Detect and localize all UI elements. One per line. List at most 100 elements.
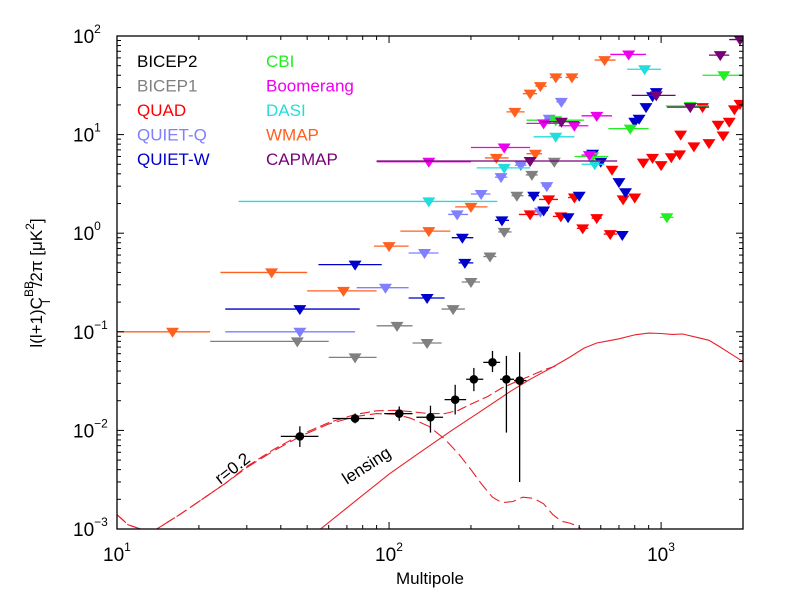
- upper-limit-marker: [639, 103, 653, 114]
- upper-limit-marker: [293, 327, 307, 338]
- upper-limit-marker: [494, 173, 508, 184]
- upper-limits: [117, 36, 743, 364]
- bicep2-point: [450, 395, 460, 404]
- plot-frame: [116, 35, 744, 530]
- series-dasi: [238, 65, 662, 208]
- upper-limit-marker: [576, 224, 590, 235]
- upper-limit-marker: [622, 50, 636, 61]
- series-bicep1: [210, 157, 561, 364]
- upper-limit-marker: [537, 206, 551, 217]
- upper-limit-marker: [495, 216, 509, 227]
- upper-limit-marker: [523, 89, 537, 100]
- upper-limit-marker: [542, 195, 556, 206]
- upper-limit-marker: [293, 305, 307, 316]
- upper-limit-marker: [540, 182, 554, 193]
- x-tick-exp: 2: [396, 540, 403, 554]
- y-tick-base: 10: [73, 421, 94, 442]
- curve-r-0-2-tensor-lensing: [117, 364, 559, 529]
- bicep2-point: [394, 409, 404, 418]
- upper-limit-marker: [514, 161, 528, 172]
- legend-entry-quad: QUAD: [137, 101, 186, 120]
- upper-limit-marker: [348, 260, 362, 271]
- upper-limit-marker: [474, 189, 488, 200]
- upper-limit-marker: [603, 230, 617, 241]
- upper-limit-marker: [422, 227, 436, 238]
- upper-limit-marker: [628, 117, 642, 128]
- upper-limit-marker: [483, 252, 497, 263]
- series-quiet-w: [225, 88, 663, 316]
- upper-limit-marker: [733, 36, 743, 46]
- upper-limit-marker: [523, 156, 537, 167]
- series-capmap: [376, 36, 743, 167]
- upper-limit-marker: [615, 230, 629, 241]
- upper-limit-marker: [547, 157, 561, 168]
- upper-limit-marker: [646, 153, 660, 164]
- y-tick-label: 101: [73, 121, 101, 147]
- y-tick-exp: −2: [94, 416, 108, 430]
- upper-limit-marker: [623, 124, 637, 135]
- upper-limit-marker: [489, 153, 503, 164]
- y-label-sup-2: 2: [23, 223, 37, 230]
- legend-entry-capmap: CAPMAP: [266, 150, 338, 169]
- bicep2-point: [515, 376, 524, 385]
- upper-limit-marker: [616, 195, 630, 206]
- upper-limit-marker: [527, 191, 541, 202]
- upper-limit-marker: [572, 191, 586, 202]
- upper-limit-marker: [265, 268, 279, 279]
- bicep2-point: [295, 432, 305, 441]
- bicep2-point: [426, 412, 435, 422]
- upper-limit-marker: [464, 277, 478, 288]
- y-label-part-2: /2π [μK: [27, 229, 46, 286]
- upper-limit-marker: [722, 117, 736, 128]
- x-tick-base: 10: [103, 545, 124, 566]
- upper-limit-marker: [649, 91, 663, 102]
- upper-limit-marker: [711, 120, 725, 131]
- upper-limit-marker: [458, 258, 472, 269]
- upper-limit-marker: [588, 160, 602, 171]
- upper-limit-marker: [590, 214, 604, 225]
- bicep2-point: [469, 374, 479, 384]
- x-tick-labels: 101 102 103: [103, 540, 675, 566]
- upper-limit-marker: [554, 117, 568, 128]
- upper-limit-marker: [717, 71, 731, 82]
- upper-limit-marker: [497, 143, 511, 154]
- upper-limit-marker: [446, 305, 460, 316]
- upper-limit-marker: [638, 65, 652, 76]
- upper-limit-marker: [733, 99, 743, 110]
- upper-limit-marker: [612, 178, 626, 189]
- upper-limit-marker: [422, 197, 436, 208]
- upper-limit-marker: [628, 193, 642, 204]
- upper-limit-marker: [533, 82, 547, 93]
- legend-entry-bicep1: BICEP1: [137, 77, 197, 96]
- upper-limit-marker: [528, 149, 542, 160]
- upper-limit-marker: [549, 132, 563, 143]
- upper-limit-marker: [598, 56, 612, 67]
- bicep2-point: [502, 374, 511, 384]
- upper-limit-marker: [390, 321, 404, 332]
- upper-limit-marker: [674, 130, 688, 141]
- x-tick-label: 102: [375, 540, 403, 566]
- upper-limit-marker: [420, 294, 434, 305]
- y-label-sup-bb: BB: [22, 281, 36, 297]
- y-label-part-1: l(l+1)C: [27, 297, 46, 348]
- y-tick-label: 102: [73, 22, 101, 48]
- legend-entry-dasi: DASI: [266, 101, 306, 120]
- upper-limit-marker: [567, 121, 581, 132]
- legend-entry-boomerang: Boomerang: [266, 77, 354, 96]
- legend-entry-quiet-q: QUIET-Q: [137, 126, 207, 145]
- upper-limit-marker: [523, 210, 537, 221]
- y-tick-base: 10: [73, 520, 94, 541]
- x-tick-exp: 3: [668, 540, 675, 554]
- series-boomerang: [376, 50, 647, 168]
- legend: BICEP2 BICEP1 QUAD QUIET-Q QUIET-W CBI Boomera…: [137, 52, 354, 169]
- y-tick-base: 10: [73, 126, 94, 147]
- upper-limit-marker: [508, 107, 522, 118]
- upper-limit-marker: [605, 165, 619, 176]
- upper-limit-marker: [290, 337, 304, 348]
- legend-entry-bicep2: BICEP2: [137, 52, 197, 71]
- y-tick-label: 100: [73, 219, 101, 245]
- y-tick-base: 10: [73, 224, 94, 245]
- upper-limit-marker: [713, 51, 727, 62]
- upper-limit-marker: [549, 73, 563, 84]
